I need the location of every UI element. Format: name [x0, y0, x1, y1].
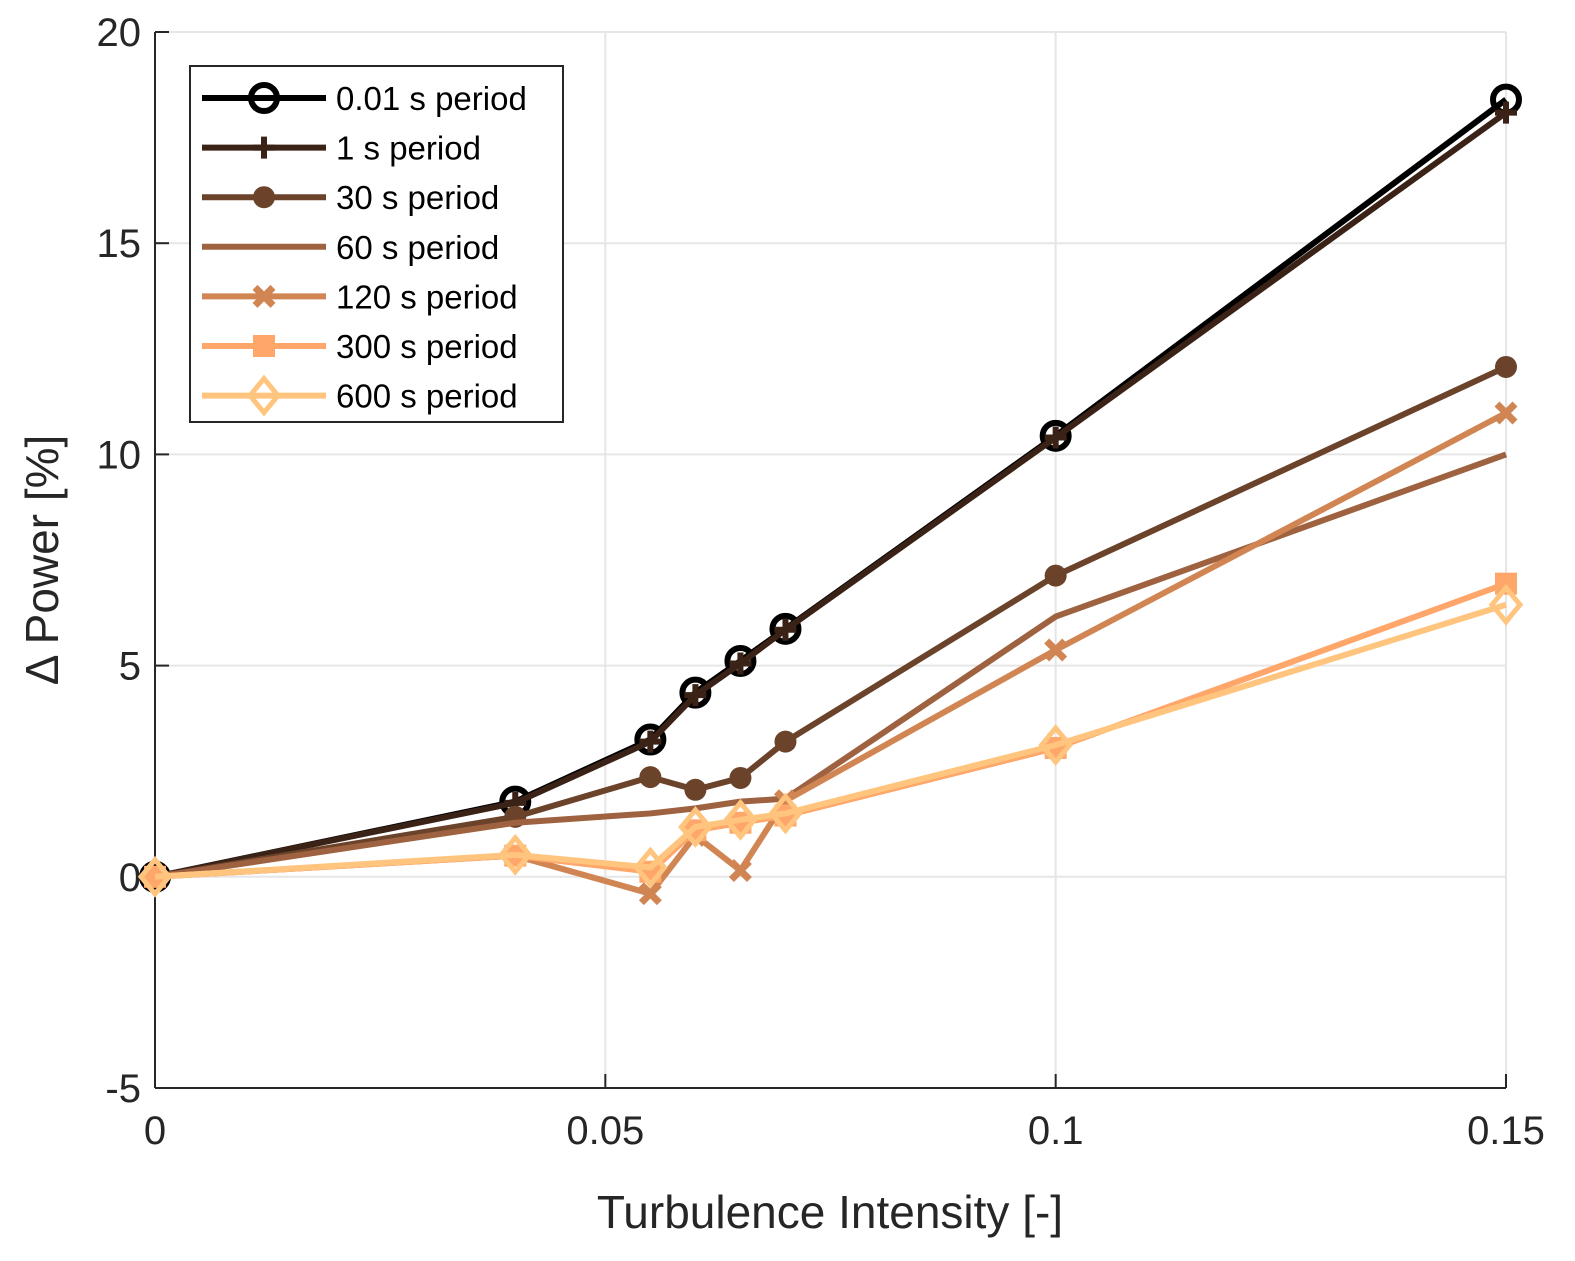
legend-marker: [248, 82, 280, 114]
data-point: [729, 766, 752, 789]
x-tick-label: 0: [144, 1109, 166, 1153]
data-point: [768, 792, 803, 835]
x-axis-label: Turbulence Intensity [-]: [597, 1186, 1063, 1238]
y-tick-label: -5: [105, 1067, 141, 1111]
legend-label: 120 s period: [336, 278, 518, 315]
data-point: [1044, 426, 1067, 449]
data-point: [1494, 401, 1518, 425]
series-6: [137, 583, 1524, 898]
series-5: [144, 572, 1517, 888]
data-point: [1039, 419, 1072, 452]
y-axis-label: Δ Power [%]: [16, 435, 68, 686]
data-point: [1044, 638, 1068, 662]
data-point: [137, 855, 173, 898]
series-line: [154, 451, 1508, 880]
data-point: [1038, 724, 1073, 766]
y-tick-label: 15: [97, 222, 142, 266]
data-point: [1495, 355, 1517, 378]
x-tick-label: 0.05: [566, 1109, 644, 1153]
x-tick-label: 0.1: [1028, 1109, 1084, 1153]
data-point: [723, 798, 758, 841]
series-line: [154, 601, 1507, 880]
data-point: [769, 612, 802, 645]
legend-label: 300 s period: [336, 328, 518, 365]
legend-label: 0.01 s period: [336, 80, 527, 117]
data-point: [498, 833, 533, 876]
legend-label: 1 s period: [336, 130, 481, 167]
x-tick-label: 0.15: [1467, 1109, 1545, 1153]
series-group: [137, 83, 1524, 906]
data-point: [678, 806, 713, 848]
legend: 0.01 s period 1 s period 30 s period 60 s p…: [189, 65, 564, 423]
y-tick-label: 10: [97, 433, 142, 477]
data-point: [684, 778, 707, 801]
y-tick-label: 20: [97, 11, 142, 55]
data-point: [684, 684, 707, 707]
legend-label: 600 s period: [336, 378, 518, 415]
legend-marker: [246, 374, 282, 417]
data-point: [728, 858, 752, 882]
data-point: [1495, 101, 1517, 124]
data-point: [633, 846, 668, 889]
data-point: [774, 618, 797, 641]
data-point: [638, 882, 662, 906]
data-point: [639, 766, 662, 789]
legend-marker: [253, 136, 275, 159]
series-line: [154, 110, 1508, 880]
series-line: [154, 364, 1508, 880]
y-tick-label: 5: [119, 645, 141, 689]
data-point: [729, 652, 752, 675]
legend-label: 60 s period: [336, 229, 499, 266]
data-point: [1488, 583, 1524, 626]
data-point: [1044, 564, 1067, 587]
series-line: [154, 410, 1508, 897]
data-point: [639, 730, 662, 753]
legend-label: 30 s period: [336, 179, 499, 216]
legend-marker: [252, 284, 276, 308]
legend-marker: [253, 335, 275, 357]
y-tick-label: 0: [119, 856, 141, 900]
data-point: [1495, 572, 1517, 595]
series-3: [154, 451, 1508, 880]
data-point: [774, 730, 797, 753]
legend-marker: [253, 186, 275, 209]
series-2: [144, 355, 1517, 888]
